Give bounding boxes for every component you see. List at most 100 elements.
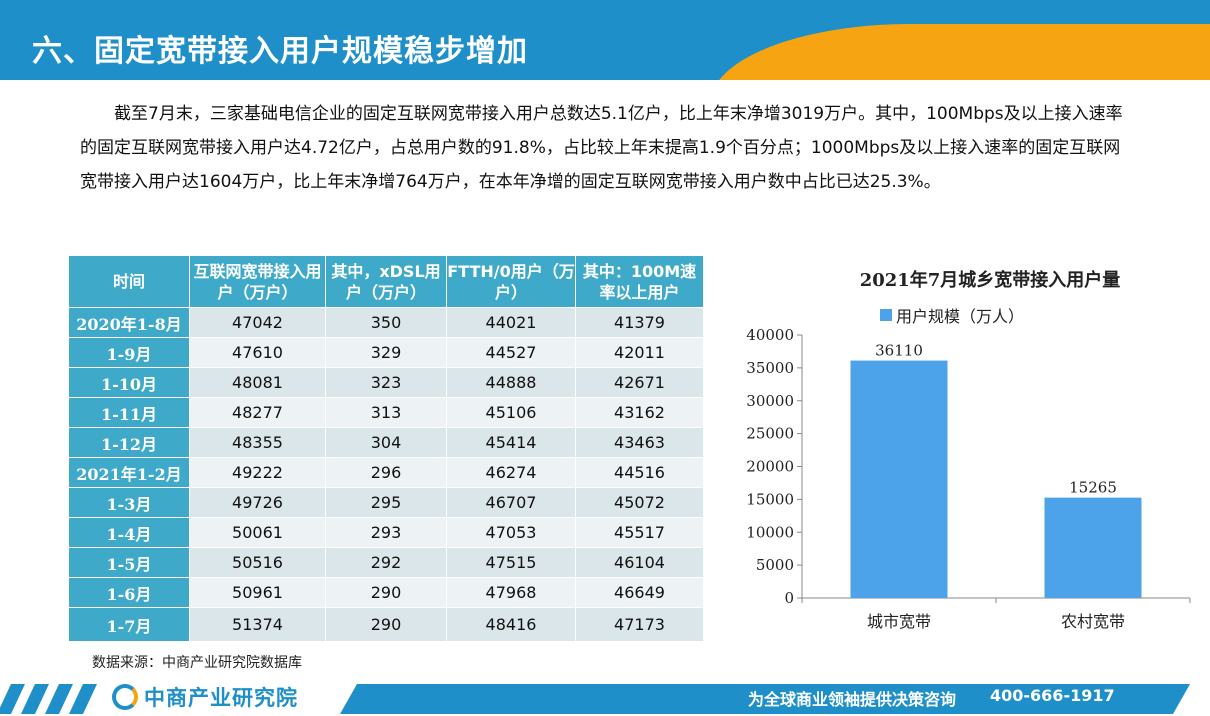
row-period-cell: 1-5月 xyxy=(68,547,190,578)
table-cell: 48416 xyxy=(446,607,576,642)
table-cell: 296 xyxy=(325,457,447,488)
table-row: 1-7月 51374 290 48416 47173 xyxy=(68,607,704,642)
header-accent-shape xyxy=(710,24,1210,80)
footer-stripe xyxy=(45,684,73,714)
footer-stripe xyxy=(21,684,49,714)
x-category-label: 城市宽带 xyxy=(867,612,931,631)
data-label: 36110 xyxy=(875,342,923,360)
column-header: FTTH/0用户（万户） xyxy=(446,255,576,308)
column-header: 时间 xyxy=(68,255,190,308)
table-cell: 50961 xyxy=(189,577,326,608)
table-cell: 47173 xyxy=(575,607,704,642)
table-cell: 48081 xyxy=(189,367,326,398)
table-cell: 45106 xyxy=(446,397,576,428)
table-cell: 47053 xyxy=(446,517,576,548)
column-header: 互联网宽带接入用户（万户） xyxy=(189,255,326,308)
table-cell: 313 xyxy=(325,397,447,428)
table-cell: 48355 xyxy=(189,427,326,458)
table-cell: 41379 xyxy=(575,307,704,338)
table-cell: 46707 xyxy=(446,487,576,518)
footer-stripe xyxy=(69,684,97,714)
table-cell: 51374 xyxy=(189,607,326,642)
table-cell: 44888 xyxy=(446,367,576,398)
chart-legend: 用户规模（万人） xyxy=(880,303,1024,327)
table-cell: 44516 xyxy=(575,457,704,488)
table-cell: 295 xyxy=(325,487,447,518)
y-tick-label: 20000 xyxy=(746,458,794,476)
row-period-cell: 1-6月 xyxy=(68,577,190,608)
table-cell: 43162 xyxy=(575,397,704,428)
table-row: 1-6月 50961 290 47968 46649 xyxy=(68,577,704,608)
broadband-table: 时间 互联网宽带接入用户（万户） 其中，xDSL用户（万户） FTTH/0用户（… xyxy=(68,255,704,642)
table-cell: 44527 xyxy=(446,337,576,368)
table-row: 1-12月 48355 304 45414 43463 xyxy=(68,427,704,458)
row-period-cell: 1-9月 xyxy=(68,337,190,368)
table-cell: 45517 xyxy=(575,517,704,548)
table-row: 1-5月 50516 292 47515 46104 xyxy=(68,547,704,578)
table-cell: 45414 xyxy=(446,427,576,458)
footer-phone: 400-666-1917 xyxy=(990,686,1115,705)
table-row: 2021年1-2月 49222 296 46274 44516 xyxy=(68,457,704,488)
row-period-cell: 1-12月 xyxy=(68,427,190,458)
legend-swatch xyxy=(880,309,892,321)
table-row: 1-11月 48277 313 45106 43162 xyxy=(68,397,704,428)
y-tick-label: 25000 xyxy=(746,425,794,443)
page-header: 六、固定宽带接入用户规模稳步增加 xyxy=(0,0,1210,80)
footer-stripe xyxy=(0,684,25,714)
table-cell: 50516 xyxy=(189,547,326,578)
table-cell: 47968 xyxy=(446,577,576,608)
table-header-row: 时间 互联网宽带接入用户（万户） 其中，xDSL用户（万户） FTTH/0用户（… xyxy=(68,255,704,308)
y-tick-label: 35000 xyxy=(746,359,794,377)
table-cell: 323 xyxy=(325,367,447,398)
y-tick-label: 30000 xyxy=(746,392,794,410)
bar-chart: 0 5000 10000 15000 20000 25000 30000 35000 40000… xyxy=(746,326,1191,631)
footer-tagline: 为全球商业领袖提供决策咨询 xyxy=(748,690,957,709)
page-title: 六、固定宽带接入用户规模稳步增加 xyxy=(32,34,528,69)
table-cell: 290 xyxy=(325,607,447,642)
table-cell: 50061 xyxy=(189,517,326,548)
y-tick-label: 10000 xyxy=(746,523,794,541)
bar xyxy=(850,360,948,598)
table-cell: 45072 xyxy=(575,487,704,518)
row-period-cell: 1-11月 xyxy=(68,397,190,428)
intro-paragraph: 截至7月末，三家基础电信企业的固定互联网宽带接入用户总数达5.1亿户，比上年末净… xyxy=(80,97,1130,199)
table-cell: 49222 xyxy=(189,457,326,488)
table-cell: 46274 xyxy=(446,457,576,488)
table-cell: 48277 xyxy=(189,397,326,428)
y-tick-label: 15000 xyxy=(746,490,794,508)
chart-title: 2021年7月城乡宽带接入用户量 xyxy=(859,270,1121,291)
logo-text: 中商产业研究院 xyxy=(144,686,298,710)
table-cell: 46104 xyxy=(575,547,704,578)
table-cell: 292 xyxy=(325,547,447,578)
table-row: 2020年1-8月 47042 350 44021 41379 xyxy=(68,307,704,338)
row-period-cell: 1-3月 xyxy=(68,487,190,518)
table-cell: 290 xyxy=(325,577,447,608)
row-period-cell: 2021年1-2月 xyxy=(68,457,190,488)
table-cell: 47515 xyxy=(446,547,576,578)
row-period-cell: 1-10月 xyxy=(68,367,190,398)
column-header: 其中，xDSL用户（万户） xyxy=(325,255,447,308)
row-period-cell: 1-7月 xyxy=(68,607,190,642)
column-header: 其中：100M速率以上用户 xyxy=(575,255,704,308)
table-cell: 304 xyxy=(325,427,447,458)
company-logo: 中商产业研究院 xyxy=(112,682,298,712)
x-category-label: 农村宽带 xyxy=(1061,612,1125,631)
row-period-cell: 2020年1-8月 xyxy=(68,307,190,338)
bar xyxy=(1044,497,1142,598)
logo-icon xyxy=(112,684,138,710)
table-cell: 42671 xyxy=(575,367,704,398)
row-period-cell: 1-4月 xyxy=(68,517,190,548)
y-tick-label: 0 xyxy=(784,589,794,607)
table-cell: 49726 xyxy=(189,487,326,518)
footer-band xyxy=(340,684,1190,714)
table-cell: 47042 xyxy=(189,307,326,338)
table-cell: 350 xyxy=(325,307,447,338)
table-row: 1-3月 49726 295 46707 45072 xyxy=(68,487,704,518)
table-cell: 42011 xyxy=(575,337,704,368)
table-row: 1-9月 47610 329 44527 42011 xyxy=(68,337,704,368)
table-cell: 43463 xyxy=(575,427,704,458)
page-footer xyxy=(0,680,1210,716)
table-row: 1-4月 50061 293 47053 45517 xyxy=(68,517,704,548)
legend-label: 用户规模（万人） xyxy=(896,307,1025,326)
table-cell: 293 xyxy=(325,517,447,548)
